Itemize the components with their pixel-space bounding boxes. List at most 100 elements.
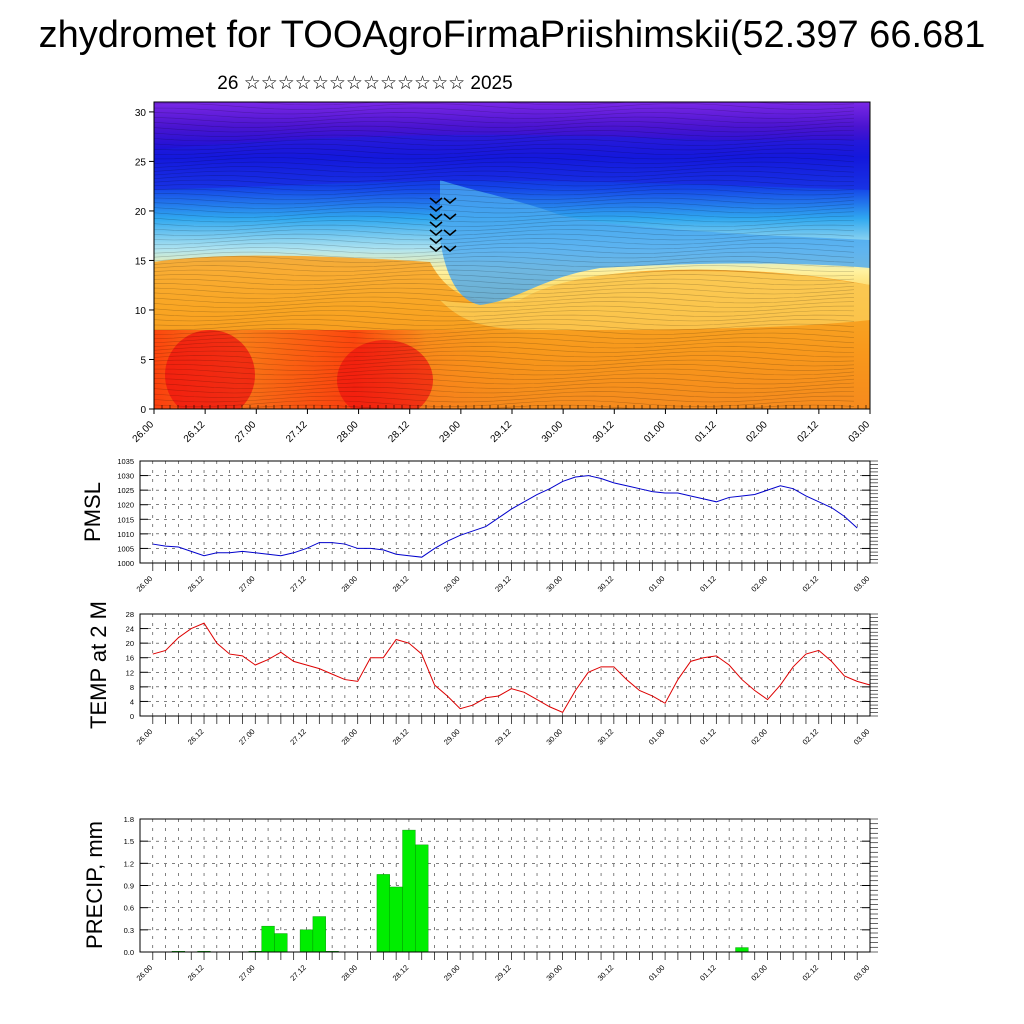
streamline: [154, 319, 855, 326]
streamline: [154, 148, 855, 155]
streamline: [154, 170, 855, 178]
xs-xtick-label: 02.12: [796, 419, 822, 445]
streamline: [154, 287, 855, 295]
streamline: [154, 152, 855, 160]
xtick-label: 28.12: [391, 963, 411, 983]
xtick-label: 28.12: [391, 727, 411, 747]
warm-core: [440, 271, 870, 330]
xtick-label: 28.12: [391, 574, 411, 594]
streamline: [154, 256, 855, 263]
ytick-label: 1.5: [124, 837, 134, 846]
precip-bar: [312, 916, 326, 953]
cross-section-y-axis: 0 5 10 15 20 25 30: [135, 108, 154, 416]
streamline: [154, 184, 855, 191]
precip-bar: [415, 844, 429, 953]
xtick-label: 30.12: [596, 963, 616, 983]
ytick-label: 0.6: [124, 904, 134, 913]
temp-frame: [139, 613, 871, 717]
streamline: [154, 323, 855, 331]
precip-bar: [389, 886, 403, 953]
precip-bar: [274, 933, 288, 953]
pmsl-frame: [139, 460, 871, 564]
page-subtitle: 26 ☆☆☆☆☆☆☆☆☆☆☆☆☆ 2025: [217, 73, 513, 94]
streamline: [154, 251, 855, 259]
wind-barb: [429, 197, 443, 205]
xtick-label: 30.00: [544, 727, 564, 747]
ytick-label: 16: [126, 654, 134, 663]
xs-ytick-label: 0: [140, 405, 146, 416]
xs-xtick-label: 26.12: [182, 419, 208, 445]
xtick-label: 01.12: [698, 727, 718, 747]
xtick-label: 02.12: [801, 574, 821, 594]
streamline: [154, 112, 855, 119]
streamline: [154, 265, 855, 272]
streamline: [154, 242, 855, 250]
xtick-label: 02.00: [749, 727, 769, 747]
streamline: [154, 193, 855, 200]
streamline: [154, 305, 855, 313]
ytick-label: 1035: [117, 457, 134, 466]
wind-barb: [429, 245, 443, 253]
xs-ytick-label: 25: [135, 157, 147, 168]
temp-ylabel: TEMP at 2 M: [86, 601, 111, 729]
ytick-label: 1000: [117, 559, 134, 568]
ytick-label: 1030: [117, 472, 134, 481]
streamline: [154, 134, 855, 142]
wind-barb: [429, 237, 443, 245]
upper-blue: [154, 134, 870, 190]
precip-bar: [402, 829, 416, 953]
ytick-label: 1.2: [124, 859, 134, 868]
xtick-label: 01.12: [698, 963, 718, 983]
ytick-label: 1010: [117, 530, 134, 539]
xtick-label: 27.00: [237, 574, 257, 594]
streamline: [154, 179, 855, 187]
xtick-label: 29.12: [493, 963, 513, 983]
ytick-label: 28: [126, 610, 134, 619]
cross-section-panel: 0 5 10 15 20 25 30 26.00 26.12 27.00 27.12 28.00 28…: [131, 101, 872, 445]
xtick-label: 30.00: [544, 574, 564, 594]
xs-xtick-label: 28.00: [335, 419, 361, 445]
streamline: [154, 229, 855, 236]
streamline: [154, 260, 855, 268]
ytick-label: 0.0: [124, 948, 134, 957]
xs-ytick-label: 10: [135, 306, 147, 317]
xtick-label: 27.00: [237, 963, 257, 983]
temp-line: [152, 622, 871, 713]
streamline: [154, 410, 854, 416]
xs-xtick-label: 27.00: [233, 419, 259, 445]
streamline: [154, 395, 855, 403]
page-title: zhydromet for TOOAgroFirmaPriishimskii(5…: [38, 14, 986, 56]
ytick-label: 24: [126, 625, 134, 634]
streamline: [154, 368, 855, 376]
streamline: [154, 233, 855, 241]
xs-xtick-label: 01.12: [693, 419, 719, 445]
streamline-texture: [154, 102, 855, 416]
streamline: [154, 391, 855, 398]
streamline: [154, 103, 855, 110]
ytick-label: 0: [130, 712, 134, 721]
xtick-label: 02.00: [749, 574, 769, 594]
xs-ytick-label: 5: [140, 355, 146, 366]
xtick-label: 30.00: [544, 963, 564, 983]
xtick-label: 03.00: [852, 963, 872, 983]
streamline: [154, 292, 855, 299]
streamline: [154, 197, 855, 205]
pmsl-ylabel: PMSL: [80, 482, 105, 542]
xtick-label: 26.00: [135, 574, 155, 594]
temp-grid: [140, 613, 870, 717]
xs-xtick-label: 28.12: [386, 419, 412, 445]
streamline: [154, 328, 855, 335]
hot-surface: [154, 330, 870, 409]
temp-axes: 0 4 8 12 16 20 24 28 26.00 26.12 27.00 27.12 28.00 28…: [126, 610, 878, 747]
streamline: [154, 359, 855, 367]
xtick-label: 02.12: [801, 727, 821, 747]
streamline: [154, 224, 855, 232]
wind-barb: [429, 229, 443, 237]
xtick-label: 03.00: [852, 727, 872, 747]
pmsl-axes: 1000 1005 1010 1015 1020 1025 1030 1035 26.00 26.…: [117, 457, 878, 594]
xtick-label: 26.12: [186, 574, 206, 594]
xtick-label: 01.12: [698, 574, 718, 594]
precip-bars: [171, 829, 749, 953]
ytick-label: 1025: [117, 486, 134, 495]
